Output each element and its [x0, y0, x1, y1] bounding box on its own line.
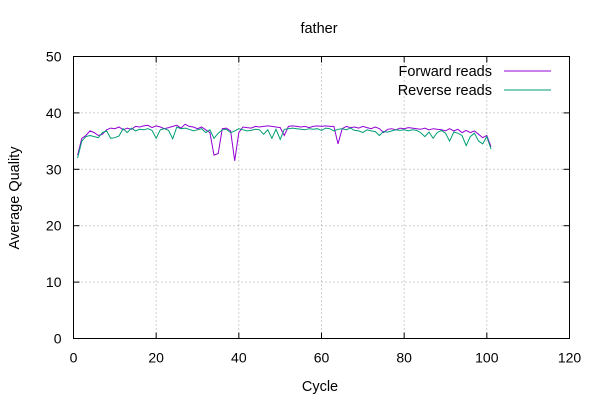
x-tick-label: 120: [558, 350, 582, 366]
x-tick-label: 80: [396, 350, 412, 366]
x-axis-title: Cycle: [302, 379, 338, 395]
legend-label-forward-reads: Forward reads: [399, 64, 492, 80]
legend: Forward reads Reverse reads: [398, 64, 551, 99]
forward-reads-line: [77, 123, 492, 161]
y-tick-label: 0: [54, 331, 62, 347]
x-tick-label: 100: [475, 350, 499, 366]
x-tick-label: 40: [231, 350, 247, 366]
y-tick-label: 40: [46, 105, 62, 121]
grid: [73, 56, 570, 339]
x-tick-label: 60: [314, 350, 330, 366]
legend-label-reverse-reads: Reverse reads: [398, 83, 492, 99]
y-tick-label: 30: [46, 161, 62, 177]
x-tick-label: 0: [70, 350, 78, 366]
reverse-reads-line: [77, 126, 492, 159]
y-tick-label: 20: [46, 218, 62, 234]
ticks: [73, 56, 570, 339]
tick-labels: 0 20 40 60 80 100 120 0 10 20 30 40 50: [46, 49, 581, 366]
x-tick-label: 20: [148, 350, 164, 366]
chart-title: father: [300, 21, 337, 37]
series-layer: [77, 123, 492, 161]
y-axis-title: Average Quality: [7, 146, 23, 250]
plot-frame: [73, 56, 570, 339]
y-tick-label: 10: [46, 274, 62, 290]
y-tick-label: 50: [46, 49, 62, 65]
